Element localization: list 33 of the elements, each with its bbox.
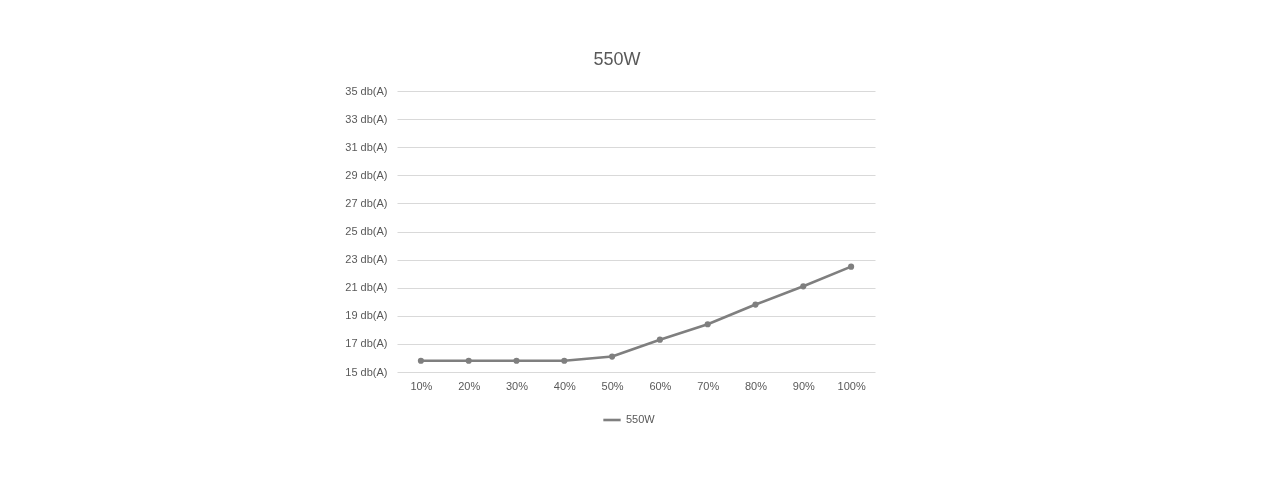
x-tick-label: 80% <box>744 379 768 392</box>
x-tick-label: 90% <box>792 379 816 392</box>
x-tick-label: 30% <box>505 379 529 392</box>
y-tick-label: 15 db(A) <box>345 365 388 378</box>
x-tick-label: 70% <box>697 379 720 392</box>
x-tick-label: 10% <box>410 379 433 392</box>
y-tick-label: 19 db(A) <box>345 309 388 322</box>
y-tick-label: 25 db(A) <box>345 225 388 237</box>
point <box>848 263 855 270</box>
y-tick-label: 31 db(A) <box>345 140 388 153</box>
point <box>465 357 472 364</box>
y-tick-label: 21 db(A) <box>345 281 388 294</box>
x-tick-label: 50% <box>601 379 624 392</box>
point <box>704 321 711 328</box>
x-tick-label: 60% <box>649 379 672 392</box>
legend-label: 550W <box>626 413 656 425</box>
y-tick-label: 35 db(A) <box>345 84 388 97</box>
x-tick-label: 20% <box>458 379 481 392</box>
point <box>561 357 568 364</box>
y-tick-label: 23 db(A) <box>345 253 388 266</box>
chart-title: 550W <box>593 49 641 69</box>
point <box>513 357 520 364</box>
point <box>752 301 759 308</box>
y-tick-label: 27 db(A) <box>345 196 388 209</box>
y-tick-label: 29 db(A) <box>345 168 388 181</box>
y-tick-label: 33 db(A) <box>345 112 388 125</box>
point <box>800 283 807 290</box>
point <box>417 357 424 364</box>
y-tick-label: 17 db(A) <box>345 337 388 350</box>
point <box>609 353 616 360</box>
point <box>656 336 663 343</box>
x-tick-label: 100% <box>837 379 866 392</box>
x-tick-label: 40% <box>553 379 577 392</box>
